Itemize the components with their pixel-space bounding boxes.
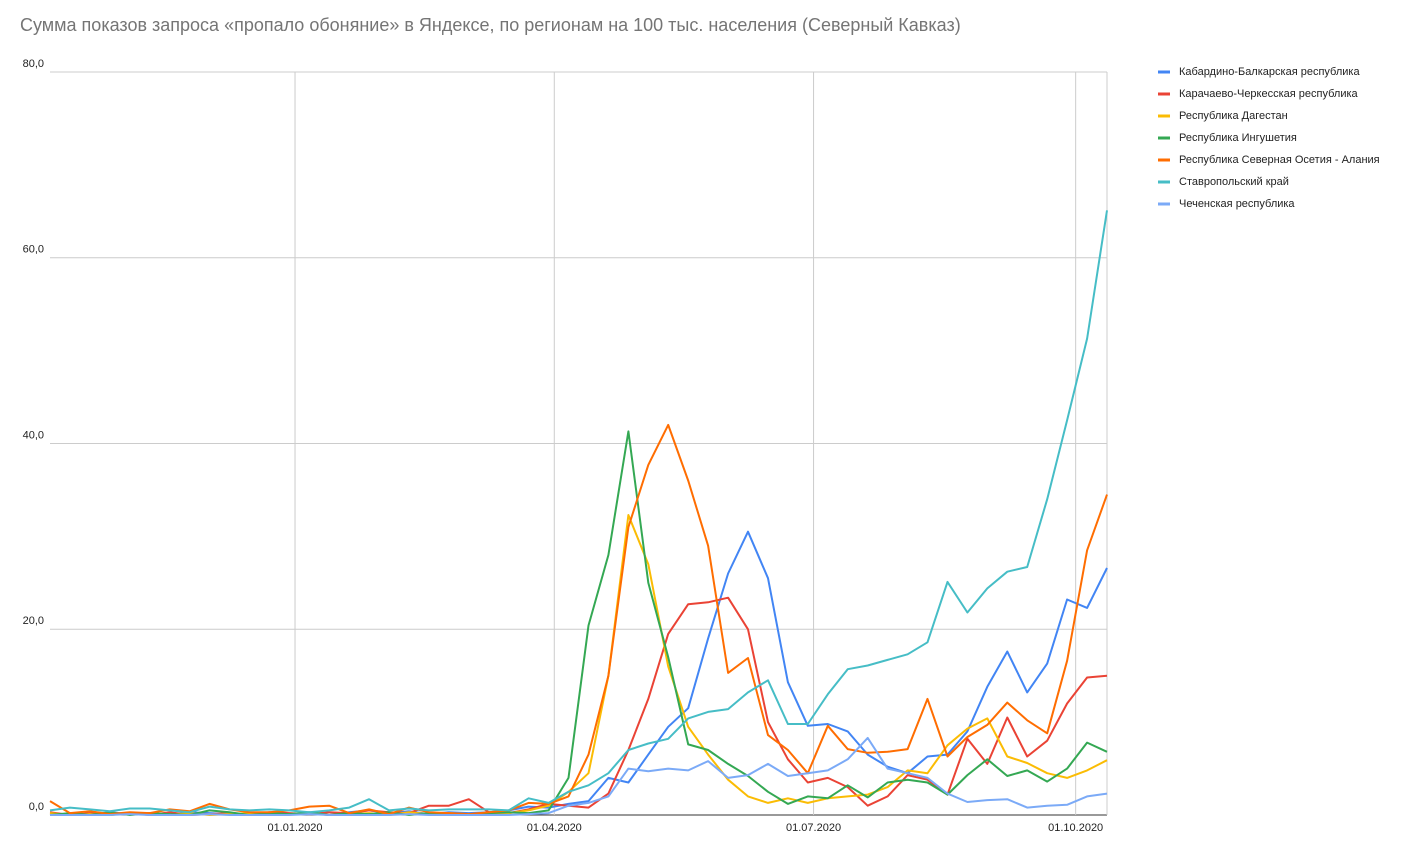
legend-label: Республика Северная Осетия - Алания — [1179, 154, 1380, 166]
legend-label: Кабардино-Балкарская республика — [1179, 66, 1360, 78]
chart-title: Сумма показов запроса «пропало обоняние»… — [20, 15, 961, 35]
y-tick-label: 20,0 — [23, 615, 44, 627]
legend-label: Республика Дагестан — [1179, 110, 1288, 122]
x-tick-label: 01.10.2020 — [1048, 822, 1103, 834]
y-tick-label: 0,0 — [29, 801, 44, 813]
y-tick-label: 80,0 — [23, 58, 44, 70]
series-line — [49, 430, 1108, 816]
legend-label: Чеченская республика — [1179, 198, 1295, 210]
x-tick-label: 01.04.2020 — [527, 822, 582, 834]
y-tick-label: 40,0 — [23, 429, 44, 441]
x-tick-label: 01.07.2020 — [786, 822, 841, 834]
legend-label: Республика Ингушетия — [1179, 132, 1297, 144]
series-line — [49, 210, 1108, 814]
y-tick-label: 60,0 — [23, 244, 44, 256]
x-tick-label: 01.01.2020 — [267, 822, 322, 834]
legend-label: Ставропольский край — [1179, 176, 1289, 188]
series-line — [50, 736, 1108, 816]
legend-label: Карачаево-Черкесская республика — [1179, 88, 1359, 100]
